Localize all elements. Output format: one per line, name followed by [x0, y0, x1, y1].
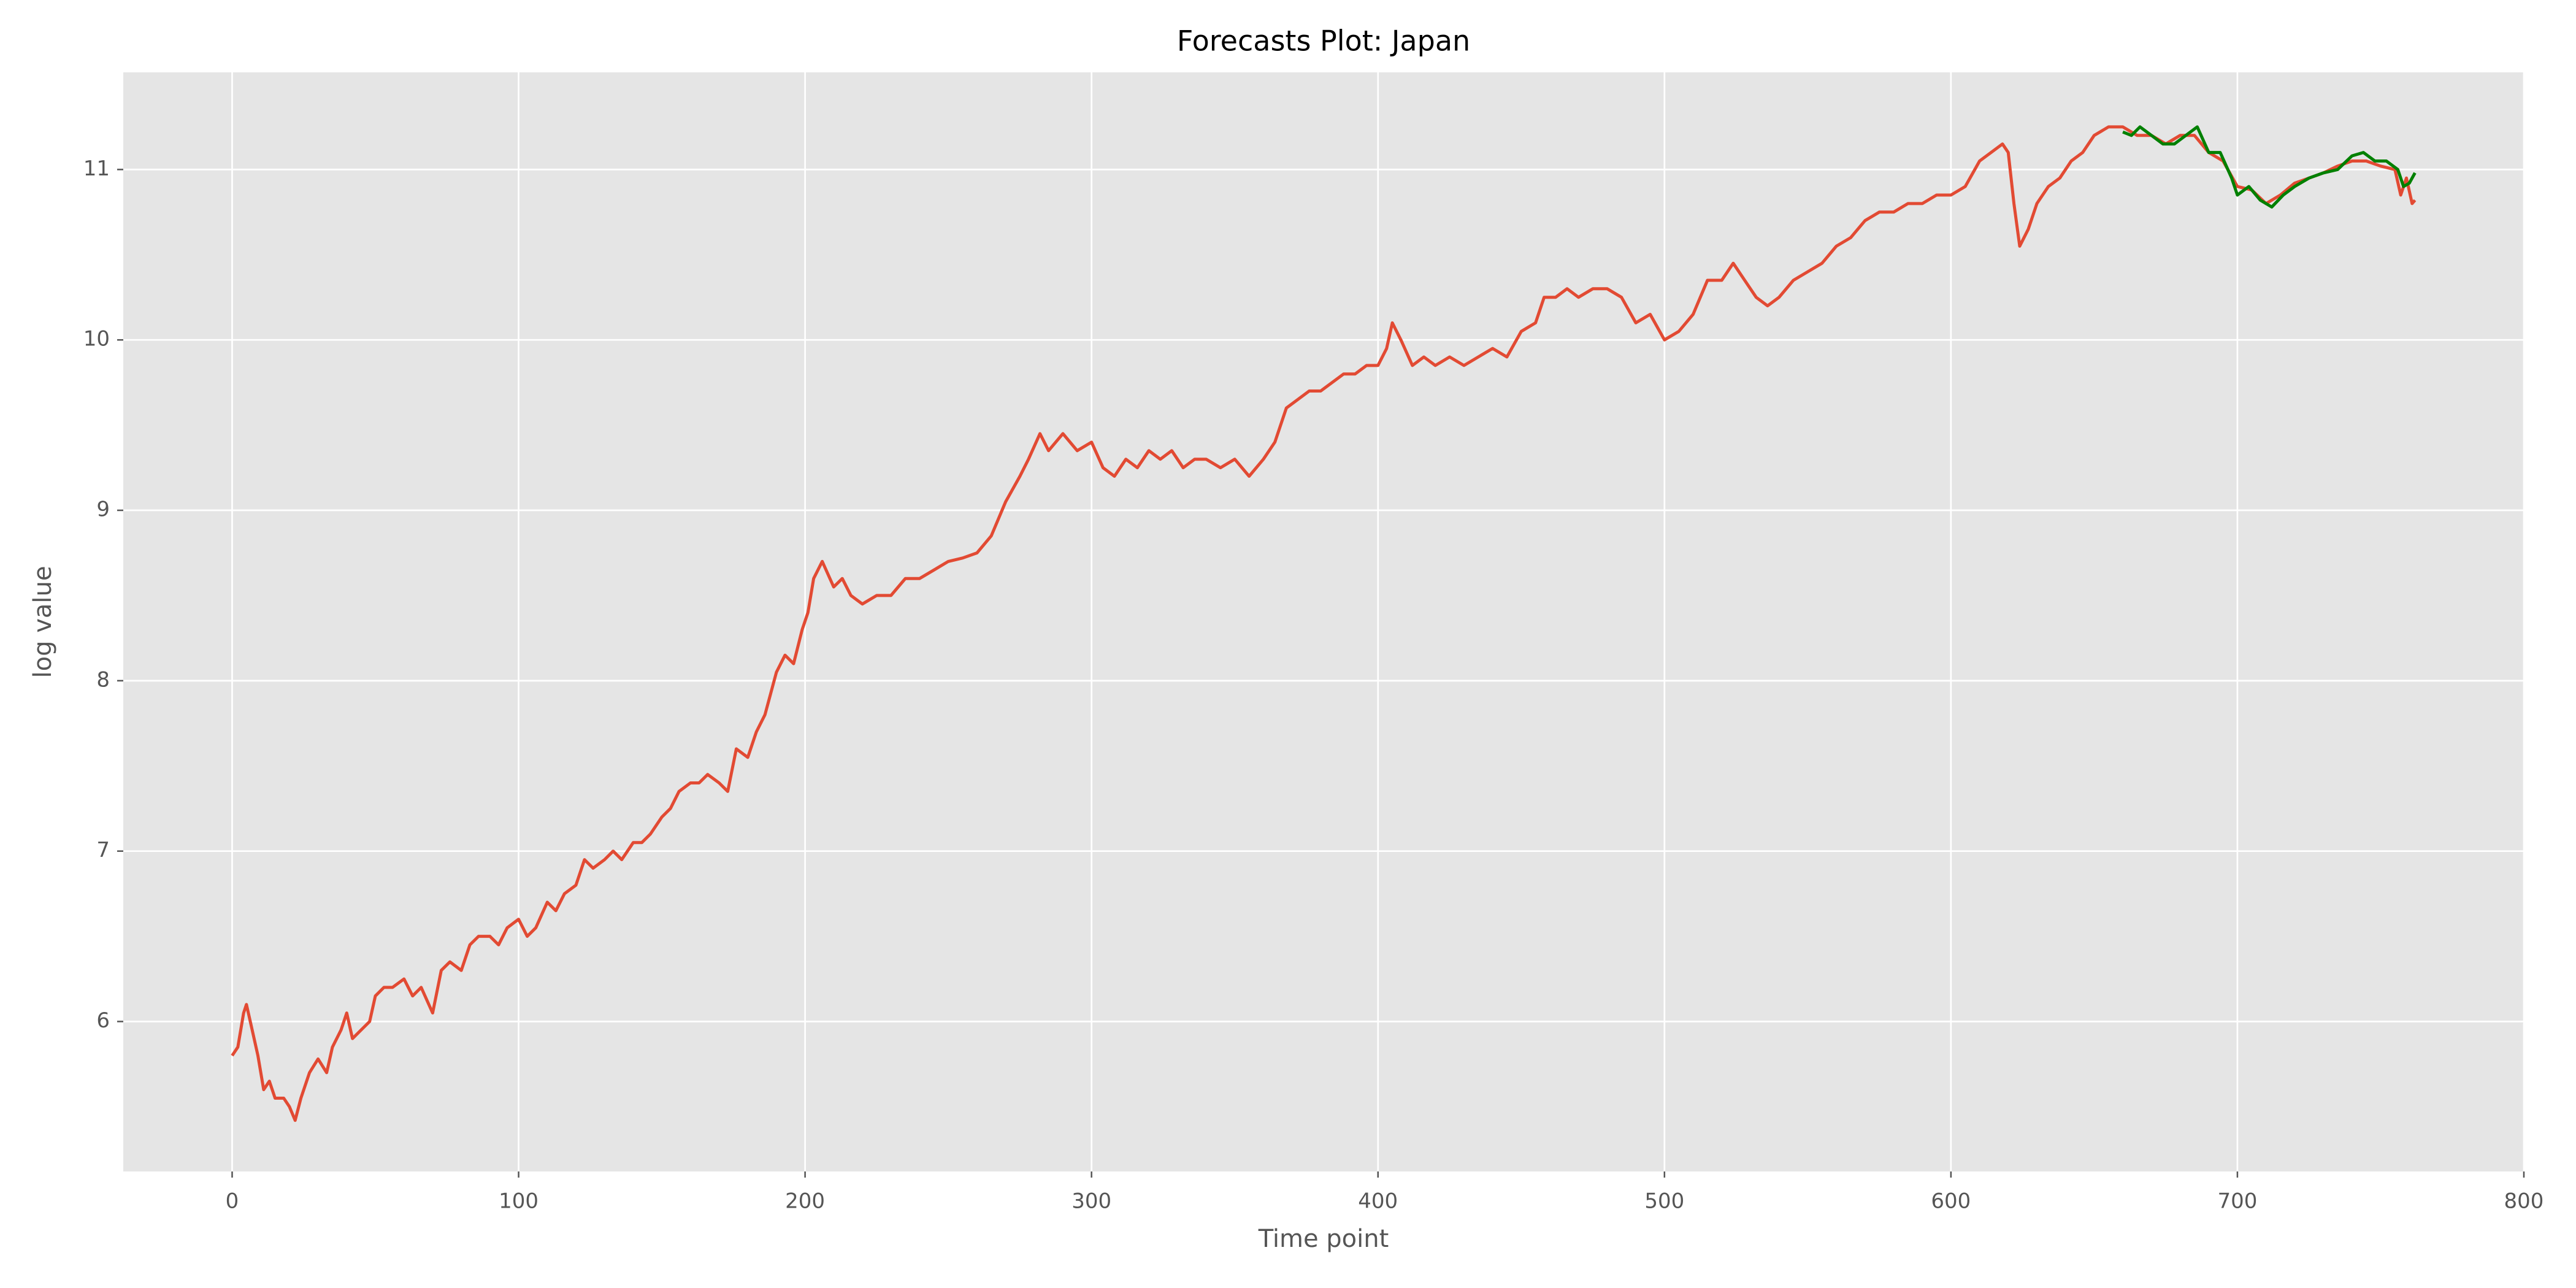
y-axis-label: log value: [29, 566, 57, 678]
y-tick-label: 8: [96, 667, 110, 692]
y-tick-label: 11: [83, 156, 110, 181]
x-tick-label: 0: [226, 1189, 239, 1214]
x-tick-label: 700: [2217, 1189, 2257, 1214]
x-tick-label: 600: [1931, 1189, 1971, 1214]
x-tick-label: 100: [499, 1189, 539, 1214]
y-tick-label: 6: [96, 1008, 110, 1033]
y-tick-label: 10: [83, 327, 110, 351]
series-line: [231, 125, 2417, 1122]
x-tick-label: 300: [1071, 1189, 1111, 1214]
y-tick-label: 9: [96, 497, 110, 522]
x-tick-label: 200: [785, 1189, 825, 1214]
x-tick-label: 400: [1358, 1189, 1398, 1214]
plot-area: [123, 72, 2524, 1171]
chart-title: Forecasts Plot: Japan: [1177, 25, 1470, 58]
x-axis-label: Time point: [1258, 1225, 1389, 1253]
x-tick-label: 500: [1644, 1189, 1684, 1214]
x-tick-label: 800: [2504, 1189, 2544, 1214]
y-tick-label: 7: [96, 838, 110, 862]
series-line: [2122, 125, 2417, 209]
